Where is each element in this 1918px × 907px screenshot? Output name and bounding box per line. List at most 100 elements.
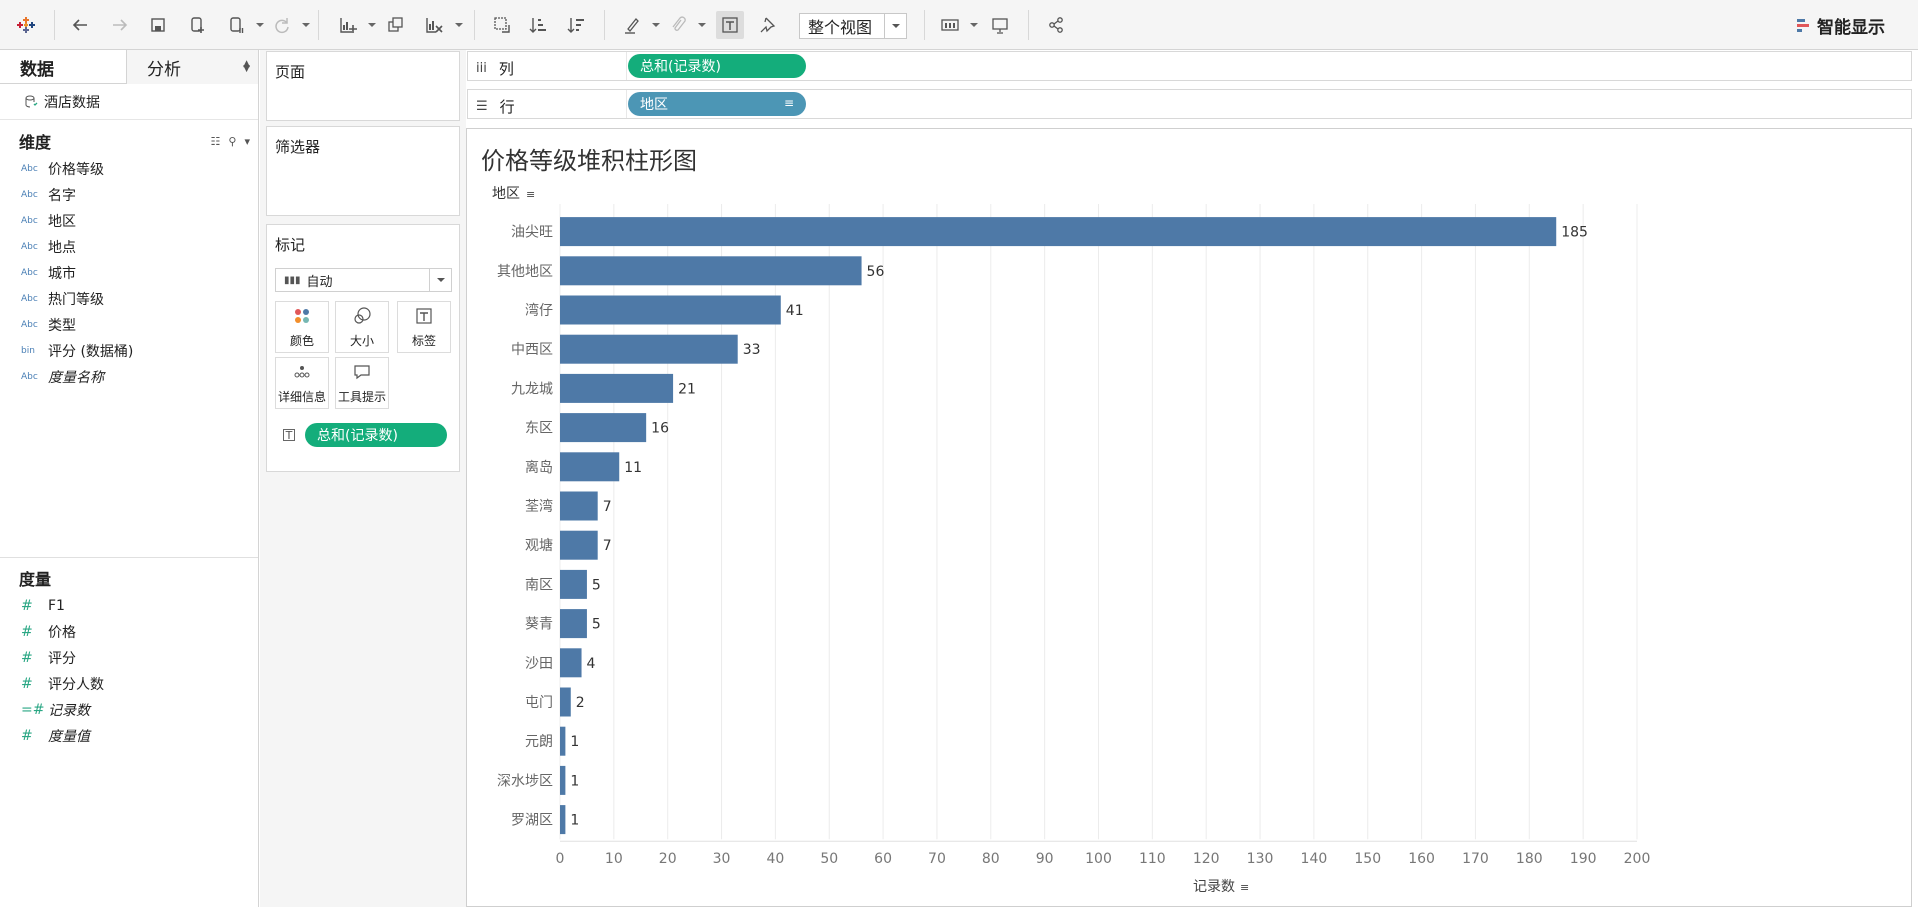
tick-label: 70	[928, 851, 946, 867]
category-label: 观塘	[525, 538, 553, 554]
sort-ascending-icon[interactable]	[524, 11, 552, 39]
chevron-down-icon[interactable]	[429, 269, 451, 291]
redo-icon[interactable]	[106, 11, 134, 39]
category-label: 离岛	[525, 459, 553, 476]
dimension-field[interactable]: bin 评分 (数据桶)	[0, 338, 258, 364]
rows-pill-label: 地区	[640, 97, 668, 113]
undo-icon[interactable]	[66, 11, 94, 39]
view-list-icon[interactable]: ☷	[210, 135, 221, 148]
tooltip-button[interactable]: 工具提示	[335, 357, 389, 409]
refresh-caret[interactable]	[302, 21, 310, 29]
mark-type-select[interactable]: ▮▮▮ 自动	[275, 268, 452, 292]
rows-pill[interactable]: 地区 ≡	[628, 92, 806, 116]
tick-label: 10	[605, 851, 623, 867]
show-me-button[interactable]: 智能显示	[1796, 13, 1885, 38]
show-cards-icon[interactable]	[936, 11, 964, 39]
category-label: 沙田	[525, 656, 553, 672]
dimension-field[interactable]: Abc 地点	[0, 234, 258, 260]
pause-updates-icon[interactable]	[222, 11, 250, 39]
dimension-type-icon: Abc	[21, 320, 38, 330]
new-datasource-icon[interactable]	[183, 11, 211, 39]
columns-shelf[interactable]: iii 列 总和(记录数)	[467, 51, 1912, 81]
measure-type-icon: #	[21, 676, 33, 692]
tab-analysis[interactable]: 分析 ▲ ▼	[126, 50, 258, 84]
field-name: 名字	[48, 188, 76, 204]
show-cards-caret[interactable]	[970, 21, 978, 29]
datasource-item[interactable]: 酒店数据	[0, 84, 258, 120]
data-label: 21	[678, 381, 696, 397]
measure-field[interactable]: =# 记录数	[0, 697, 258, 723]
measure-field[interactable]: # F1	[0, 593, 258, 619]
highlight-icon[interactable]	[618, 11, 646, 39]
show-mark-labels-icon[interactable]	[716, 11, 744, 39]
marks-title: 标记	[275, 236, 306, 254]
chevron-down-icon[interactable]	[884, 14, 906, 38]
measure-field[interactable]: # 价格	[0, 619, 258, 645]
text-label-icon	[416, 308, 432, 324]
bar	[560, 805, 566, 835]
group-members-icon[interactable]	[664, 11, 692, 39]
columns-pill[interactable]: 总和(记录数)	[628, 54, 806, 78]
filters-card[interactable]: 筛选器	[266, 126, 460, 216]
search-icon[interactable]: ⚲	[228, 135, 237, 148]
bar	[560, 609, 587, 639]
color-button[interactable]: 颜色	[275, 301, 329, 353]
fix-axes-pin-icon[interactable]	[754, 11, 782, 39]
label-label: 标签	[411, 334, 436, 348]
tick-label: 90	[1036, 851, 1054, 867]
measure-field[interactable]: # 评分	[0, 645, 258, 671]
bar	[560, 373, 674, 403]
refresh-icon[interactable]	[268, 11, 296, 39]
pause-updates-caret[interactable]	[256, 21, 264, 29]
group-members-caret[interactable]	[698, 21, 706, 29]
bar-chart-icon: ▮▮▮	[284, 274, 301, 286]
dimension-type-icon: Abc	[21, 242, 38, 252]
dimension-field[interactable]: Abc 地区	[0, 208, 258, 234]
dimension-field[interactable]: Abc 名字	[0, 182, 258, 208]
presentation-mode-icon[interactable]	[986, 11, 1014, 39]
tick-label: 130	[1247, 851, 1274, 867]
dimension-field[interactable]: Abc 城市	[0, 260, 258, 286]
size-button[interactable]: 大小	[335, 301, 389, 353]
sort-icon[interactable]: ≡	[783, 96, 794, 110]
save-icon[interactable]	[144, 11, 172, 39]
dimension-field[interactable]: Abc 热门等级	[0, 286, 258, 312]
tick-label: 80	[982, 851, 1000, 867]
clear-sheet-caret[interactable]	[455, 21, 463, 29]
dimension-field[interactable]: Abc 度量名称	[0, 364, 258, 390]
pages-card[interactable]: 页面	[266, 51, 460, 121]
tableau-logo-icon[interactable]	[12, 11, 40, 39]
sort-descending-icon[interactable]	[562, 11, 590, 39]
dimension-field[interactable]: Abc 价格等级	[0, 156, 258, 182]
fit-view-select[interactable]: 整个视图	[799, 13, 907, 39]
new-worksheet-caret[interactable]	[368, 21, 376, 29]
share-icon[interactable]	[1042, 11, 1070, 39]
clear-sheet-icon[interactable]	[420, 11, 448, 39]
chevron-down-icon[interactable]: ▾	[244, 135, 250, 148]
label-button[interactable]: 标签	[397, 301, 451, 353]
tick-label: 120	[1193, 851, 1220, 867]
marks-card: 标记 ▮▮▮ 自动 颜色 大小 标签 详细信息 工具提示 T 总和(记录数)	[266, 224, 460, 472]
swap-rows-columns-icon[interactable]	[488, 11, 516, 39]
new-worksheet-icon[interactable]	[334, 11, 362, 39]
tick-label: 200	[1624, 851, 1651, 867]
data-label: 5	[592, 577, 601, 593]
rows-shelf[interactable]: ☰ 行 地区 ≡	[467, 89, 1912, 119]
tick-label: 100	[1085, 851, 1112, 867]
tab-analysis-label: 分析	[147, 59, 181, 80]
category-label: 其他地区	[497, 264, 553, 280]
dimension-field[interactable]: Abc 类型	[0, 312, 258, 338]
tab-data[interactable]: 数据	[20, 59, 54, 80]
label-field-icon: T	[283, 429, 295, 442]
tick-label: 140	[1301, 851, 1328, 867]
highlight-caret[interactable]	[652, 21, 660, 29]
bar	[560, 491, 598, 521]
duplicate-sheet-icon[interactable]	[382, 11, 410, 39]
measure-field[interactable]: # 度量值	[0, 723, 258, 749]
measure-field[interactable]: # 评分人数	[0, 671, 258, 697]
marks-field-pill[interactable]: 总和(记录数)	[305, 423, 447, 447]
detail-button[interactable]: 详细信息	[275, 357, 329, 409]
measures-header: 度量	[0, 563, 258, 593]
measure-type-icon: #	[21, 650, 33, 666]
